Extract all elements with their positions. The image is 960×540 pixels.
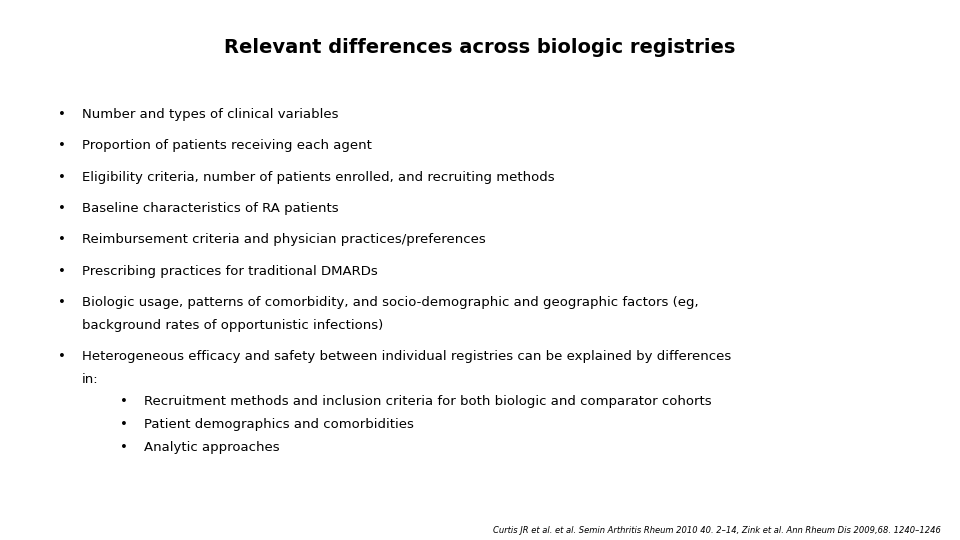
Text: •: •	[58, 202, 65, 215]
Text: •: •	[58, 171, 65, 184]
Text: Patient demographics and comorbidities: Patient demographics and comorbidities	[144, 418, 414, 431]
Text: •: •	[58, 265, 65, 278]
Text: Heterogeneous efficacy and safety between individual registries can be explained: Heterogeneous efficacy and safety betwee…	[82, 350, 731, 363]
Text: Reimbursement criteria and physician practices/preferences: Reimbursement criteria and physician pra…	[82, 233, 486, 246]
Text: •: •	[58, 139, 65, 152]
Text: Relevant differences across biologic registries: Relevant differences across biologic reg…	[225, 38, 735, 57]
Text: Baseline characteristics of RA patients: Baseline characteristics of RA patients	[82, 202, 338, 215]
Text: •: •	[120, 418, 128, 431]
Text: Curtis JR et al. et al. Semin Arthritis Rheum 2010 40. 2–14, Zink et al. Ann Rhe: Curtis JR et al. et al. Semin Arthritis …	[492, 525, 941, 535]
Text: Analytic approaches: Analytic approaches	[144, 441, 279, 454]
Text: Biologic usage, patterns of comorbidity, and socio-demographic and geographic fa: Biologic usage, patterns of comorbidity,…	[82, 296, 698, 309]
Text: •: •	[58, 233, 65, 246]
Text: in:: in:	[82, 373, 98, 386]
Text: Number and types of clinical variables: Number and types of clinical variables	[82, 108, 338, 121]
Text: Prescribing practices for traditional DMARDs: Prescribing practices for traditional DM…	[82, 265, 377, 278]
Text: •: •	[58, 108, 65, 121]
Text: background rates of opportunistic infections): background rates of opportunistic infect…	[82, 319, 383, 332]
Text: Recruitment methods and inclusion criteria for both biologic and comparator coho: Recruitment methods and inclusion criter…	[144, 395, 711, 408]
Text: •: •	[120, 395, 128, 408]
Text: •: •	[120, 441, 128, 454]
Text: Proportion of patients receiving each agent: Proportion of patients receiving each ag…	[82, 139, 372, 152]
Text: Eligibility criteria, number of patients enrolled, and recruiting methods: Eligibility criteria, number of patients…	[82, 171, 554, 184]
Text: •: •	[58, 350, 65, 363]
Text: •: •	[58, 296, 65, 309]
